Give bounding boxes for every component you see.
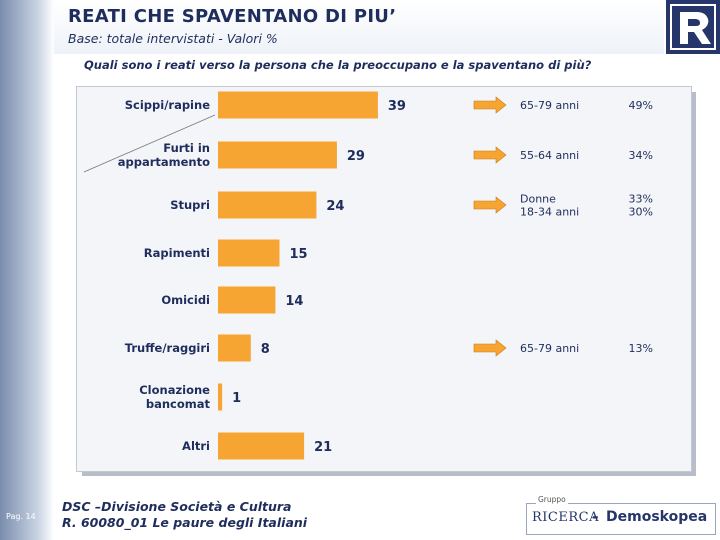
bar-0 [218, 91, 378, 119]
annotation-arrow [473, 196, 507, 214]
bar-6 [218, 383, 223, 411]
category-label: appartamento [118, 155, 210, 169]
bar-value-label: 14 [285, 294, 303, 309]
left-sidebar-gradient [0, 0, 54, 540]
annotation-arrow [473, 339, 507, 357]
annotation-arrow [473, 96, 507, 114]
footer-division: DSC –Divisione Società e Cultura [62, 499, 292, 514]
bar-value-label: 21 [314, 440, 332, 455]
bar-value-label: 8 [261, 342, 270, 357]
category-label: Furti in [163, 141, 210, 155]
category-label: Scippi/rapine [125, 98, 210, 112]
survey-question: Quali sono i reati verso la persona che … [84, 58, 592, 72]
footer-report: R. 60080_01 Le paure degli Italiani [62, 515, 308, 530]
bar-value-label: 15 [290, 247, 308, 262]
brand-name: Demoskopea [606, 509, 708, 525]
brand-dash: - [592, 507, 599, 526]
annotation-value: 30% [629, 206, 653, 219]
brand-ricerca: RICERCA [532, 510, 599, 525]
bar-3 [218, 239, 280, 267]
page-title: REATI CHE SPAVENTANO DI PIU’ [68, 6, 397, 27]
bar-value-label: 29 [347, 149, 365, 164]
category-label: Truffe/raggiri [125, 341, 210, 355]
annotation-value: 34% [629, 149, 653, 162]
chart-panel [76, 86, 692, 472]
bar-value-label: 24 [326, 199, 344, 214]
category-label: Clonazione [139, 383, 210, 397]
footer-text: DSC –Divisione Società e Cultura R. 6008… [62, 499, 307, 531]
category-label: bancomat [146, 397, 211, 411]
bar-value-label: 39 [388, 99, 406, 114]
annotation-group: 65-79 anni [520, 342, 579, 355]
page-number: Pag. 14 [6, 512, 36, 521]
bar-2 [218, 191, 317, 219]
category-label: Rapimenti [144, 246, 210, 260]
page-subtitle: Base: totale intervistati - Valori % [68, 31, 278, 46]
category-label: Altri [182, 439, 210, 453]
annotation-group: 65-79 anni [520, 99, 579, 112]
brand-gruppo: Gruppo [536, 495, 568, 504]
header-band [54, 0, 664, 54]
annotation-group: Donne [520, 193, 556, 206]
annotation-group: 55-64 anni [520, 149, 579, 162]
annotation-value: 33% [629, 193, 653, 206]
annotation-value: 13% [629, 342, 653, 355]
decorative-diagonal-line [83, 114, 216, 173]
brand-logo: Gruppo RICERCA - Demoskopea [520, 493, 716, 537]
category-label: Omicidi [161, 293, 210, 307]
company-logo [666, 0, 720, 54]
annotation-value: 49% [629, 99, 653, 112]
annotation-arrow [473, 146, 507, 164]
bar-1 [218, 141, 337, 169]
annotation-group: 18-34 anni [520, 206, 579, 219]
category-label: Stupri [170, 198, 210, 212]
brand-frame [526, 503, 716, 535]
bar-7 [218, 432, 305, 460]
logo-r-icon [670, 4, 716, 50]
bar-4 [218, 286, 276, 314]
bar-value-label: 1 [232, 391, 241, 406]
bar-5 [218, 334, 251, 362]
